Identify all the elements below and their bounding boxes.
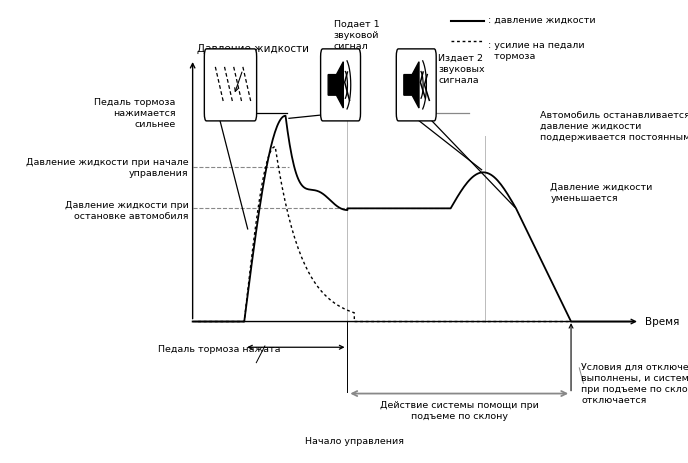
Text: Педаль тормоза
нажимается
сильнее: Педаль тормоза нажимается сильнее — [94, 98, 175, 129]
Polygon shape — [328, 62, 343, 108]
FancyBboxPatch shape — [204, 49, 257, 121]
Text: Давление жидкости
уменьшается: Давление жидкости уменьшается — [550, 182, 653, 203]
FancyBboxPatch shape — [321, 49, 361, 121]
Text: Издает 2
звуковых
сигнала: Издает 2 звуковых сигнала — [438, 54, 485, 85]
Text: Давление жидкости при
остановке автомобиля: Давление жидкости при остановке автомоби… — [65, 200, 189, 221]
Text: Автомобиль останавливается,
давление жидкости
поддерживается постоянным: Автомобиль останавливается, давление жид… — [540, 111, 688, 142]
Text: Давление жидкости при начале
управления: Давление жидкости при начале управления — [26, 158, 189, 178]
Text: Действие системы помощи при
подъеме по склону: Действие системы помощи при подъеме по с… — [380, 401, 539, 421]
Text: Давление жидкости: Давление жидкости — [197, 44, 310, 54]
Text: : усилие на педали
  тормоза: : усилие на педали тормоза — [488, 41, 584, 61]
Text: : давление жидкости: : давление жидкости — [488, 16, 595, 25]
Text: Время: Время — [645, 317, 680, 326]
Text: Педаль тормоза нажата: Педаль тормоза нажата — [158, 344, 281, 354]
Text: Подает 1
звуковой
сигнал: Подает 1 звуковой сигнал — [334, 20, 379, 51]
Text: Условия для отключения
выполнены, и система помощи
при подъеме по склону
отключа: Условия для отключения выполнены, и сист… — [581, 363, 688, 405]
FancyBboxPatch shape — [396, 49, 436, 121]
Text: Начало управления: Начало управления — [305, 437, 404, 446]
Polygon shape — [404, 62, 419, 108]
